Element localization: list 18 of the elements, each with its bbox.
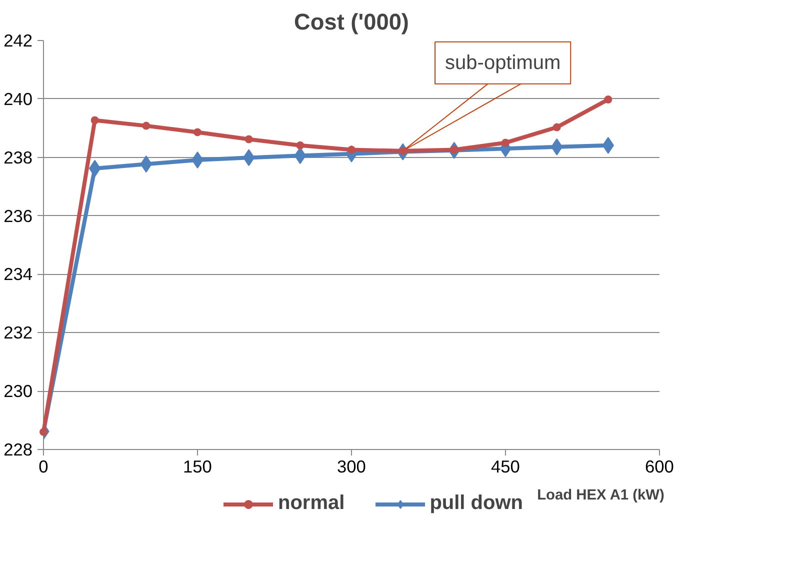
x-tick-label: 150 xyxy=(183,456,212,476)
y-tick-label: 238 xyxy=(4,147,33,168)
y-tick-label: 240 xyxy=(4,88,33,109)
y-tick-label: 236 xyxy=(4,206,33,226)
x-tick-label: 300 xyxy=(337,456,366,476)
y-tick-label: 242 xyxy=(4,30,33,50)
y-tick-label: 232 xyxy=(4,322,33,343)
annotation: sub-optimum xyxy=(445,52,561,74)
y-tick-label: 234 xyxy=(4,264,33,284)
x-tick-label: 450 xyxy=(491,456,520,476)
legend-label: normal xyxy=(278,492,345,515)
legend-label: pull down xyxy=(430,492,523,515)
y-tick-label: 228 xyxy=(4,440,33,460)
y-tick-label: 230 xyxy=(4,381,33,402)
chart-title: Cost ('000) xyxy=(294,8,409,34)
x-axis-title: Load HEX A1 (kW) xyxy=(537,487,664,504)
x-tick-label: 600 xyxy=(645,456,674,476)
x-tick-label: 0 xyxy=(38,456,48,476)
